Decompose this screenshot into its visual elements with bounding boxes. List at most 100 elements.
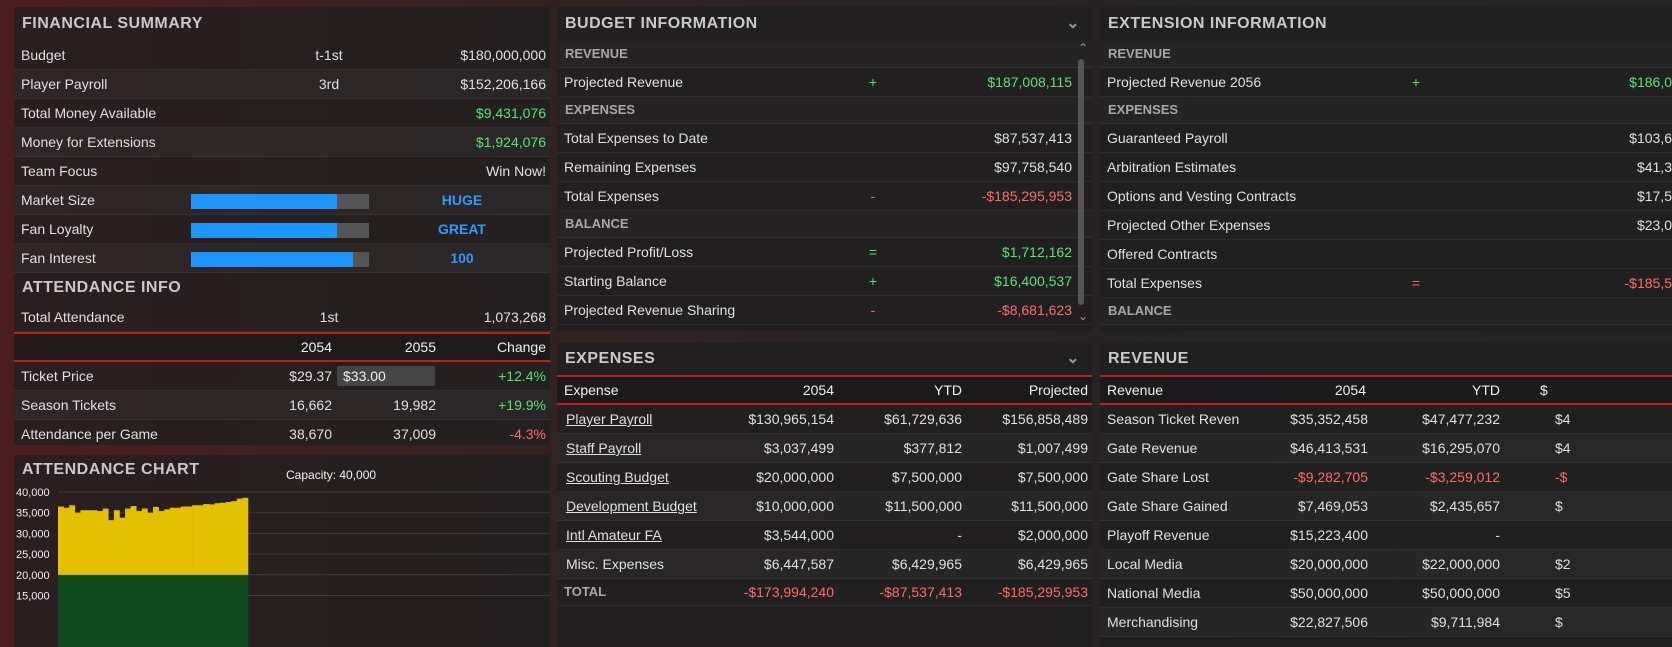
budget-revenue-row: Projected Revenue + $187,008,115 [557,68,1092,97]
season-ticket-bar [97,574,104,647]
attendance-bar [85,510,92,575]
revenue-projected: $4 [1555,411,1571,427]
attendance-row-2054: 16,662 [289,397,332,413]
extension-expense-label: Guaranteed Payroll [1107,130,1228,146]
season-ticket-bar [136,574,143,647]
rating-bar-row: Fan Interest 100 [14,244,550,273]
revenue-row: Season Ticket Reven $35,352,458 $47,477,23… [1100,405,1672,434]
budget-balance-row: Projected Revenue Sharing - -$8,681,623 [557,296,1092,325]
revenue-row: Merchandising $22,827,506 $9,711,984 $ [1100,608,1672,637]
ticket-price-input[interactable]: $33.00 [337,366,435,386]
rating-bar [191,194,369,209]
attendance-bar [125,508,131,575]
season-ticket-bar [69,574,76,647]
budget-balance-label: Projected Revenue Sharing [564,302,736,318]
chart-y-tick: 15,000 [16,591,50,603]
scroll-down-icon[interactable]: ⌄ [1077,309,1088,323]
scroll-up-icon[interactable]: ⌃ [1077,41,1088,55]
revenue-2054: -$9,282,705 [1293,469,1368,485]
summary-row-value: Win Now! [486,163,546,179]
revenue-label: Playoff Revenue [1107,527,1210,543]
summary-row-label: Team Focus [21,163,98,179]
budget-information-title-text: BUDGET INFORMATION [565,15,758,32]
attendance-row-change: +12.4% [498,368,546,384]
collapse-chevron-icon[interactable]: ⌄ [1066,15,1080,32]
summary-row: Total Money Available $9,431,076 [14,99,550,128]
revenue-label: Season Ticket Reven [1107,411,1240,427]
budget-balance-row: Projected Profit/Loss = $1,712,162 [557,238,1092,267]
revenue-row: National Media $50,000,000 $50,000,000 $5 [1100,579,1672,608]
expenses-header-name: Expense [564,382,619,398]
summary-row-label: Money for Extensions [21,134,156,150]
season-ticket-bar [186,574,193,647]
expense-link[interactable]: Player Payroll [566,411,653,427]
season-ticket-bar [125,574,131,647]
rating-bar-row: Market Size HUGE [14,186,550,215]
budget-balance-value: $9,431,076 [1002,325,1072,331]
budget-expense-value: $97,758,540 [994,159,1072,175]
attendance-row-2054: 38,670 [289,426,332,442]
attendance-bar [220,502,226,575]
season-ticket-bar [169,574,176,647]
budget-balance-label: Starting Balance [564,273,667,289]
rating-bar-label: Fan Interest [21,250,96,266]
budget-balance-operator: - [870,302,876,318]
attendance-bar [108,520,115,575]
season-ticket-bar [58,574,64,647]
extension-expenses-subheader: EXPENSES [1100,97,1672,124]
expense-row: Player Payroll $130,965,154 $61,729,636 $15… [557,405,1092,434]
expense-link[interactable]: Intl Amateur FA [566,527,662,543]
revenue-header-projected: $ [1540,382,1548,398]
season-ticket-bar [153,574,159,647]
revenue-projected: $ [1555,498,1563,514]
rating-bar-fill [191,252,353,267]
revenue-panel: REVENUE Revenue 2054 YTD $ Season Ticket… [1100,343,1672,647]
season-ticket-bar [113,574,120,647]
revenue-header-2054: 2054 [1334,382,1366,398]
chart-y-tick: 35,000 [16,508,50,520]
budget-scrollbar[interactable] [1078,59,1084,305]
attendance-header-change: Change [496,339,546,355]
extension-expense-value: $17,5 [1636,188,1672,204]
expense-2054: $20,000,000 [756,469,834,485]
attendance-bar [242,497,249,575]
total-attendance-label: Total Attendance [21,309,125,325]
attendance-row: Ticket Price $29.37 $33.00 +12.4% [14,362,550,391]
extension-expense-value: $103,6 [1629,130,1672,146]
revenue-projected: $4 [1555,440,1571,456]
revenue-label: Gate Revenue [1107,440,1198,456]
season-ticket-bar [130,574,137,647]
attendance-bar [158,511,165,575]
expense-link[interactable]: Scouting Budget [566,469,669,485]
expense-link[interactable]: Development Budget [566,498,697,514]
expenses-collapse-chevron-icon[interactable]: ⌄ [1066,350,1080,367]
chart-y-tick: 30,000 [16,528,50,540]
expense-ytd: $377,812 [903,440,962,456]
rating-bar-value: GREAT [438,221,486,237]
expenses-header-2054: 2054 [802,382,834,398]
season-ticket-bar [242,574,249,647]
attendance-header: 2054 2055 Change [14,332,550,362]
revenue-projected: $2 [1555,556,1571,572]
extension-expense-row: Total Expenses = -$185,5 [1100,269,1672,298]
attendance-bar [192,505,199,575]
summary-row-value: $1,924,076 [475,134,546,150]
budget-expense-row: Total Expenses - -$185,295,953 [557,182,1092,211]
extension-expense-label: Options and Vesting Contracts [1107,188,1297,204]
season-ticket-bar [63,574,70,647]
extension-balance-subheader: BALANCE [1100,298,1672,325]
attendance-bar [231,501,238,575]
revenue-ytd: - [1495,527,1500,543]
season-ticket-bar [119,574,126,647]
attendance-bar [80,510,87,575]
total-attendance-value: 1,073,268 [483,309,546,325]
expense-row: Staff Payroll $3,037,499 $377,812 $1,007,49… [557,434,1092,463]
revenue-title: REVENUE [1108,350,1189,367]
season-ticket-bar [180,574,187,647]
revenue-label: Local Media [1107,556,1183,572]
revenue-2054: $7,469,053 [1297,498,1368,514]
season-ticket-bar [102,574,109,647]
attendance-row-label: Season Tickets [21,397,116,413]
expense-row: Development Budget $10,000,000 $11,500,000… [557,492,1092,521]
expense-link[interactable]: Staff Payroll [566,440,642,456]
